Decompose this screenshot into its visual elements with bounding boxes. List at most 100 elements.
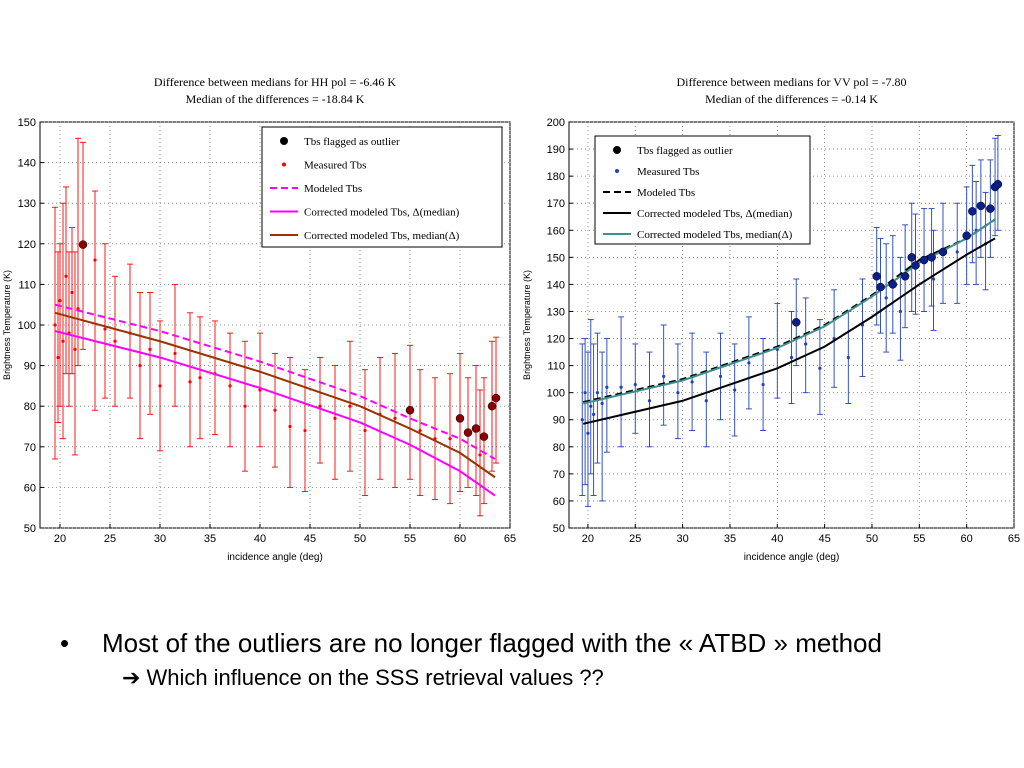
- x-tick-label: 45: [304, 533, 316, 545]
- measured-point: [647, 399, 652, 403]
- series-line-1: [54, 330, 496, 497]
- legend-box: [594, 135, 811, 245]
- measured-point: [243, 404, 247, 408]
- x-tick-label: 40: [771, 533, 783, 545]
- bullet-main-text: Most of the outliers are no longer flagg…: [102, 628, 882, 658]
- y-tick-label: 140: [18, 158, 36, 170]
- y-axis-label: Brightness Temperature (K): [2, 270, 12, 380]
- measured-point: [113, 339, 117, 343]
- outlier-point: [900, 272, 910, 281]
- measured-point: [103, 327, 107, 331]
- measured-point: [676, 391, 680, 395]
- y-tick-label: 100: [18, 320, 36, 332]
- x-tick-label: 55: [913, 533, 925, 545]
- y-tick-label: 160: [547, 225, 565, 237]
- measured-point: [173, 351, 177, 356]
- measured-point: [70, 290, 74, 295]
- x-tick-label: 50: [354, 533, 366, 545]
- x-tick-label: 35: [724, 533, 736, 545]
- measured-point: [478, 453, 482, 457]
- legend-measured-marker: [282, 162, 286, 167]
- x-tick-label: 60: [961, 533, 973, 545]
- measured-point: [789, 355, 794, 360]
- outlier-point: [993, 180, 1003, 189]
- arrow-right-icon: ➔: [122, 665, 141, 690]
- y-tick-label: 80: [553, 442, 565, 454]
- measured-point: [662, 374, 666, 379]
- y-tick-label: 180: [547, 171, 565, 183]
- series-line-1: [582, 237, 996, 425]
- y-tick-label: 170: [547, 198, 565, 210]
- measured-point: [595, 391, 600, 395]
- measured-point: [633, 382, 637, 387]
- legend-label: Modeled Tbs: [637, 187, 695, 199]
- measured-point: [955, 250, 959, 254]
- y-tick-label: 110: [18, 279, 36, 291]
- summary-bullets: • Most of the outliers are no longer fla…: [60, 628, 1000, 691]
- outlier-point: [911, 261, 920, 270]
- legend-label: Corrected modeled Tbs, Δ(median): [304, 207, 460, 219]
- measured-point: [605, 385, 609, 389]
- measured-point: [600, 401, 604, 406]
- legend-label: Corrected modeled Tbs, median(Δ): [637, 229, 793, 241]
- outlier-point: [479, 432, 489, 441]
- measured-point: [273, 408, 277, 412]
- measured-point: [64, 274, 68, 278]
- legend-label: Corrected modeled Tbs, median(Δ): [304, 230, 460, 242]
- bullet-dot-icon: •: [60, 628, 70, 658]
- measured-point: [580, 418, 584, 422]
- outlier-point: [976, 201, 986, 211]
- outlier-point: [455, 414, 465, 423]
- legend-outlier-marker: [613, 146, 621, 154]
- outlier-point: [876, 282, 885, 292]
- chart-vv-pol: Difference between medians for VV pol = …: [522, 75, 1020, 563]
- y-tick-label: 50: [24, 523, 36, 535]
- x-tick-label: 35: [204, 533, 216, 545]
- y-tick-label: 50: [553, 523, 565, 535]
- legend-label: Tbs flagged as outlier: [304, 136, 400, 148]
- measured-point: [747, 361, 751, 365]
- x-tick-label: 20: [54, 533, 66, 545]
- x-tick-label: 30: [154, 533, 166, 545]
- measured-point: [718, 374, 723, 379]
- outlier-point: [986, 204, 995, 213]
- legend-label: Tbs flagged as outlier: [637, 145, 733, 157]
- y-tick-label: 70: [24, 442, 36, 454]
- outlier-point: [907, 253, 916, 262]
- measured-point: [56, 355, 60, 360]
- y-tick-label: 90: [24, 361, 36, 373]
- chart-subtitle: Median of the differences = -18.84 K: [186, 92, 365, 106]
- measured-point: [846, 355, 850, 360]
- outlier-point: [487, 401, 497, 411]
- legend-label: Corrected modeled Tbs, Δ(median): [637, 208, 793, 220]
- x-tick-label: 25: [104, 533, 116, 545]
- measured-point: [448, 437, 452, 441]
- measured-point: [586, 431, 590, 435]
- outlier-point: [471, 424, 481, 433]
- measured-point: [58, 299, 62, 303]
- measured-point: [583, 391, 587, 395]
- measured-point: [73, 347, 77, 351]
- x-tick-label: 25: [629, 533, 641, 545]
- legend-label: Measured Tbs: [304, 160, 366, 172]
- y-tick-label: 100: [547, 388, 565, 400]
- x-tick-label: 30: [676, 533, 688, 545]
- bullet-item-sub: ➔ Which influence on the SSS retrieval v…: [122, 665, 1000, 691]
- measured-point: [818, 366, 822, 370]
- series-line-2: [54, 311, 496, 479]
- outlier-point: [405, 406, 415, 415]
- measured-point: [931, 277, 936, 281]
- y-tick-label: 150: [18, 117, 36, 129]
- measured-point: [898, 309, 902, 314]
- series-line-2: [582, 218, 996, 405]
- measured-point: [418, 428, 422, 433]
- measured-point: [348, 404, 352, 408]
- measured-point: [704, 399, 708, 403]
- measured-point: [884, 296, 888, 300]
- y-tick-label: 70: [553, 469, 565, 481]
- measured-point: [393, 416, 397, 420]
- outlier-point: [962, 231, 971, 240]
- outlier-point: [919, 255, 929, 265]
- outlier-point: [491, 393, 501, 403]
- measured-point: [733, 388, 737, 392]
